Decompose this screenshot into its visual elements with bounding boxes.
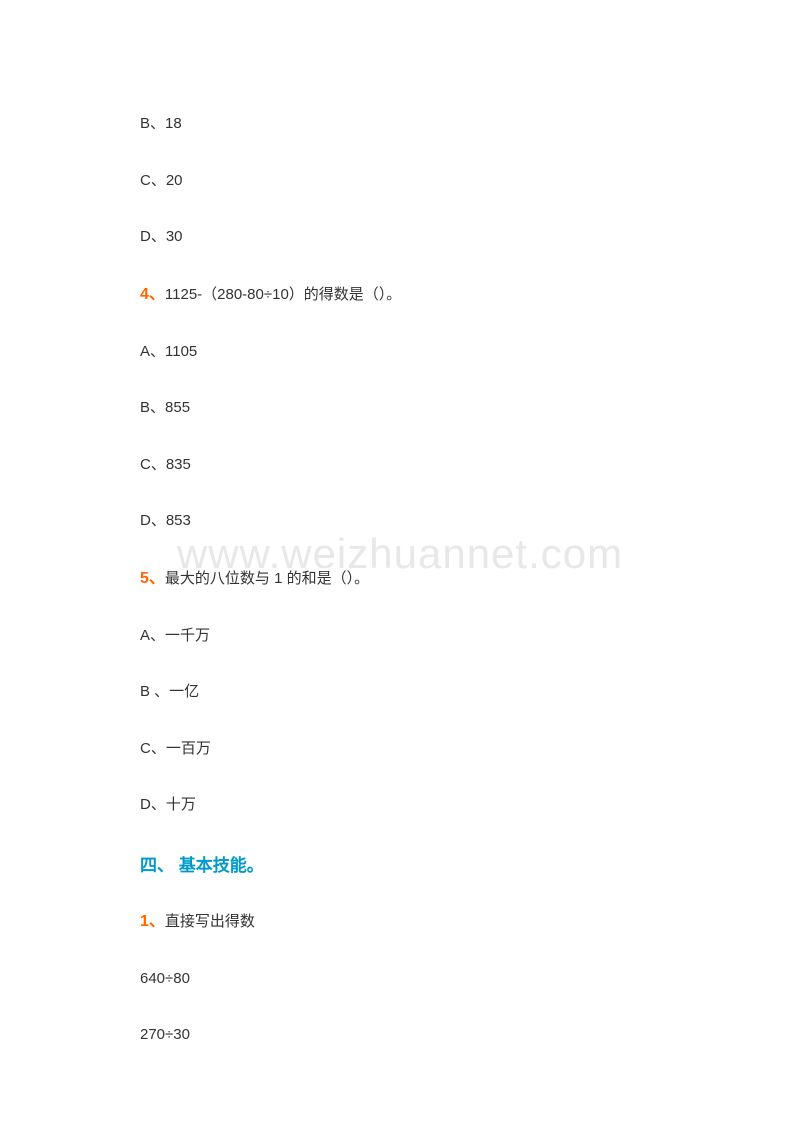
option-b-q4: B、855 — [140, 397, 660, 420]
s4q1-item2: 270÷30 — [140, 1024, 660, 1047]
s4-question-1-text: 直接写出得数 — [165, 913, 255, 930]
section-4-header: 四、 基本技能。 — [140, 851, 660, 876]
s4-question-1: 1、直接写出得数 — [140, 910, 660, 934]
option-c-q4: C、835 — [140, 454, 660, 477]
question-4-text: 1125-（280-80÷10）的得数是（）。 — [165, 286, 401, 303]
question-4-num: 4、 — [140, 286, 165, 303]
option-b-q3: B、18 — [140, 113, 660, 136]
question-4: 4、1125-（280-80÷10）的得数是（）。 — [140, 283, 660, 307]
s4-question-1-num: 1、 — [140, 913, 165, 930]
document-content: B、18 C、20 D、30 4、1125-（280-80÷10）的得数是（）。… — [140, 113, 660, 1047]
question-5: 5、最大的八位数与 1 的和是（）。 — [140, 567, 660, 591]
option-d-q3: D、30 — [140, 226, 660, 249]
option-c-q3: C、20 — [140, 170, 660, 193]
option-a-q4: A、1105 — [140, 341, 660, 364]
question-5-num: 5、 — [140, 570, 165, 587]
option-c-q5: C、一百万 — [140, 738, 660, 761]
question-5-text: 最大的八位数与 1 的和是（）。 — [165, 570, 369, 587]
option-a-q5: A、一千万 — [140, 625, 660, 648]
option-d-q5: D、十万 — [140, 794, 660, 817]
option-b-q5: B 、一亿 — [140, 681, 660, 704]
s4q1-item1: 640÷80 — [140, 968, 660, 991]
option-d-q4: D、853 — [140, 510, 660, 533]
